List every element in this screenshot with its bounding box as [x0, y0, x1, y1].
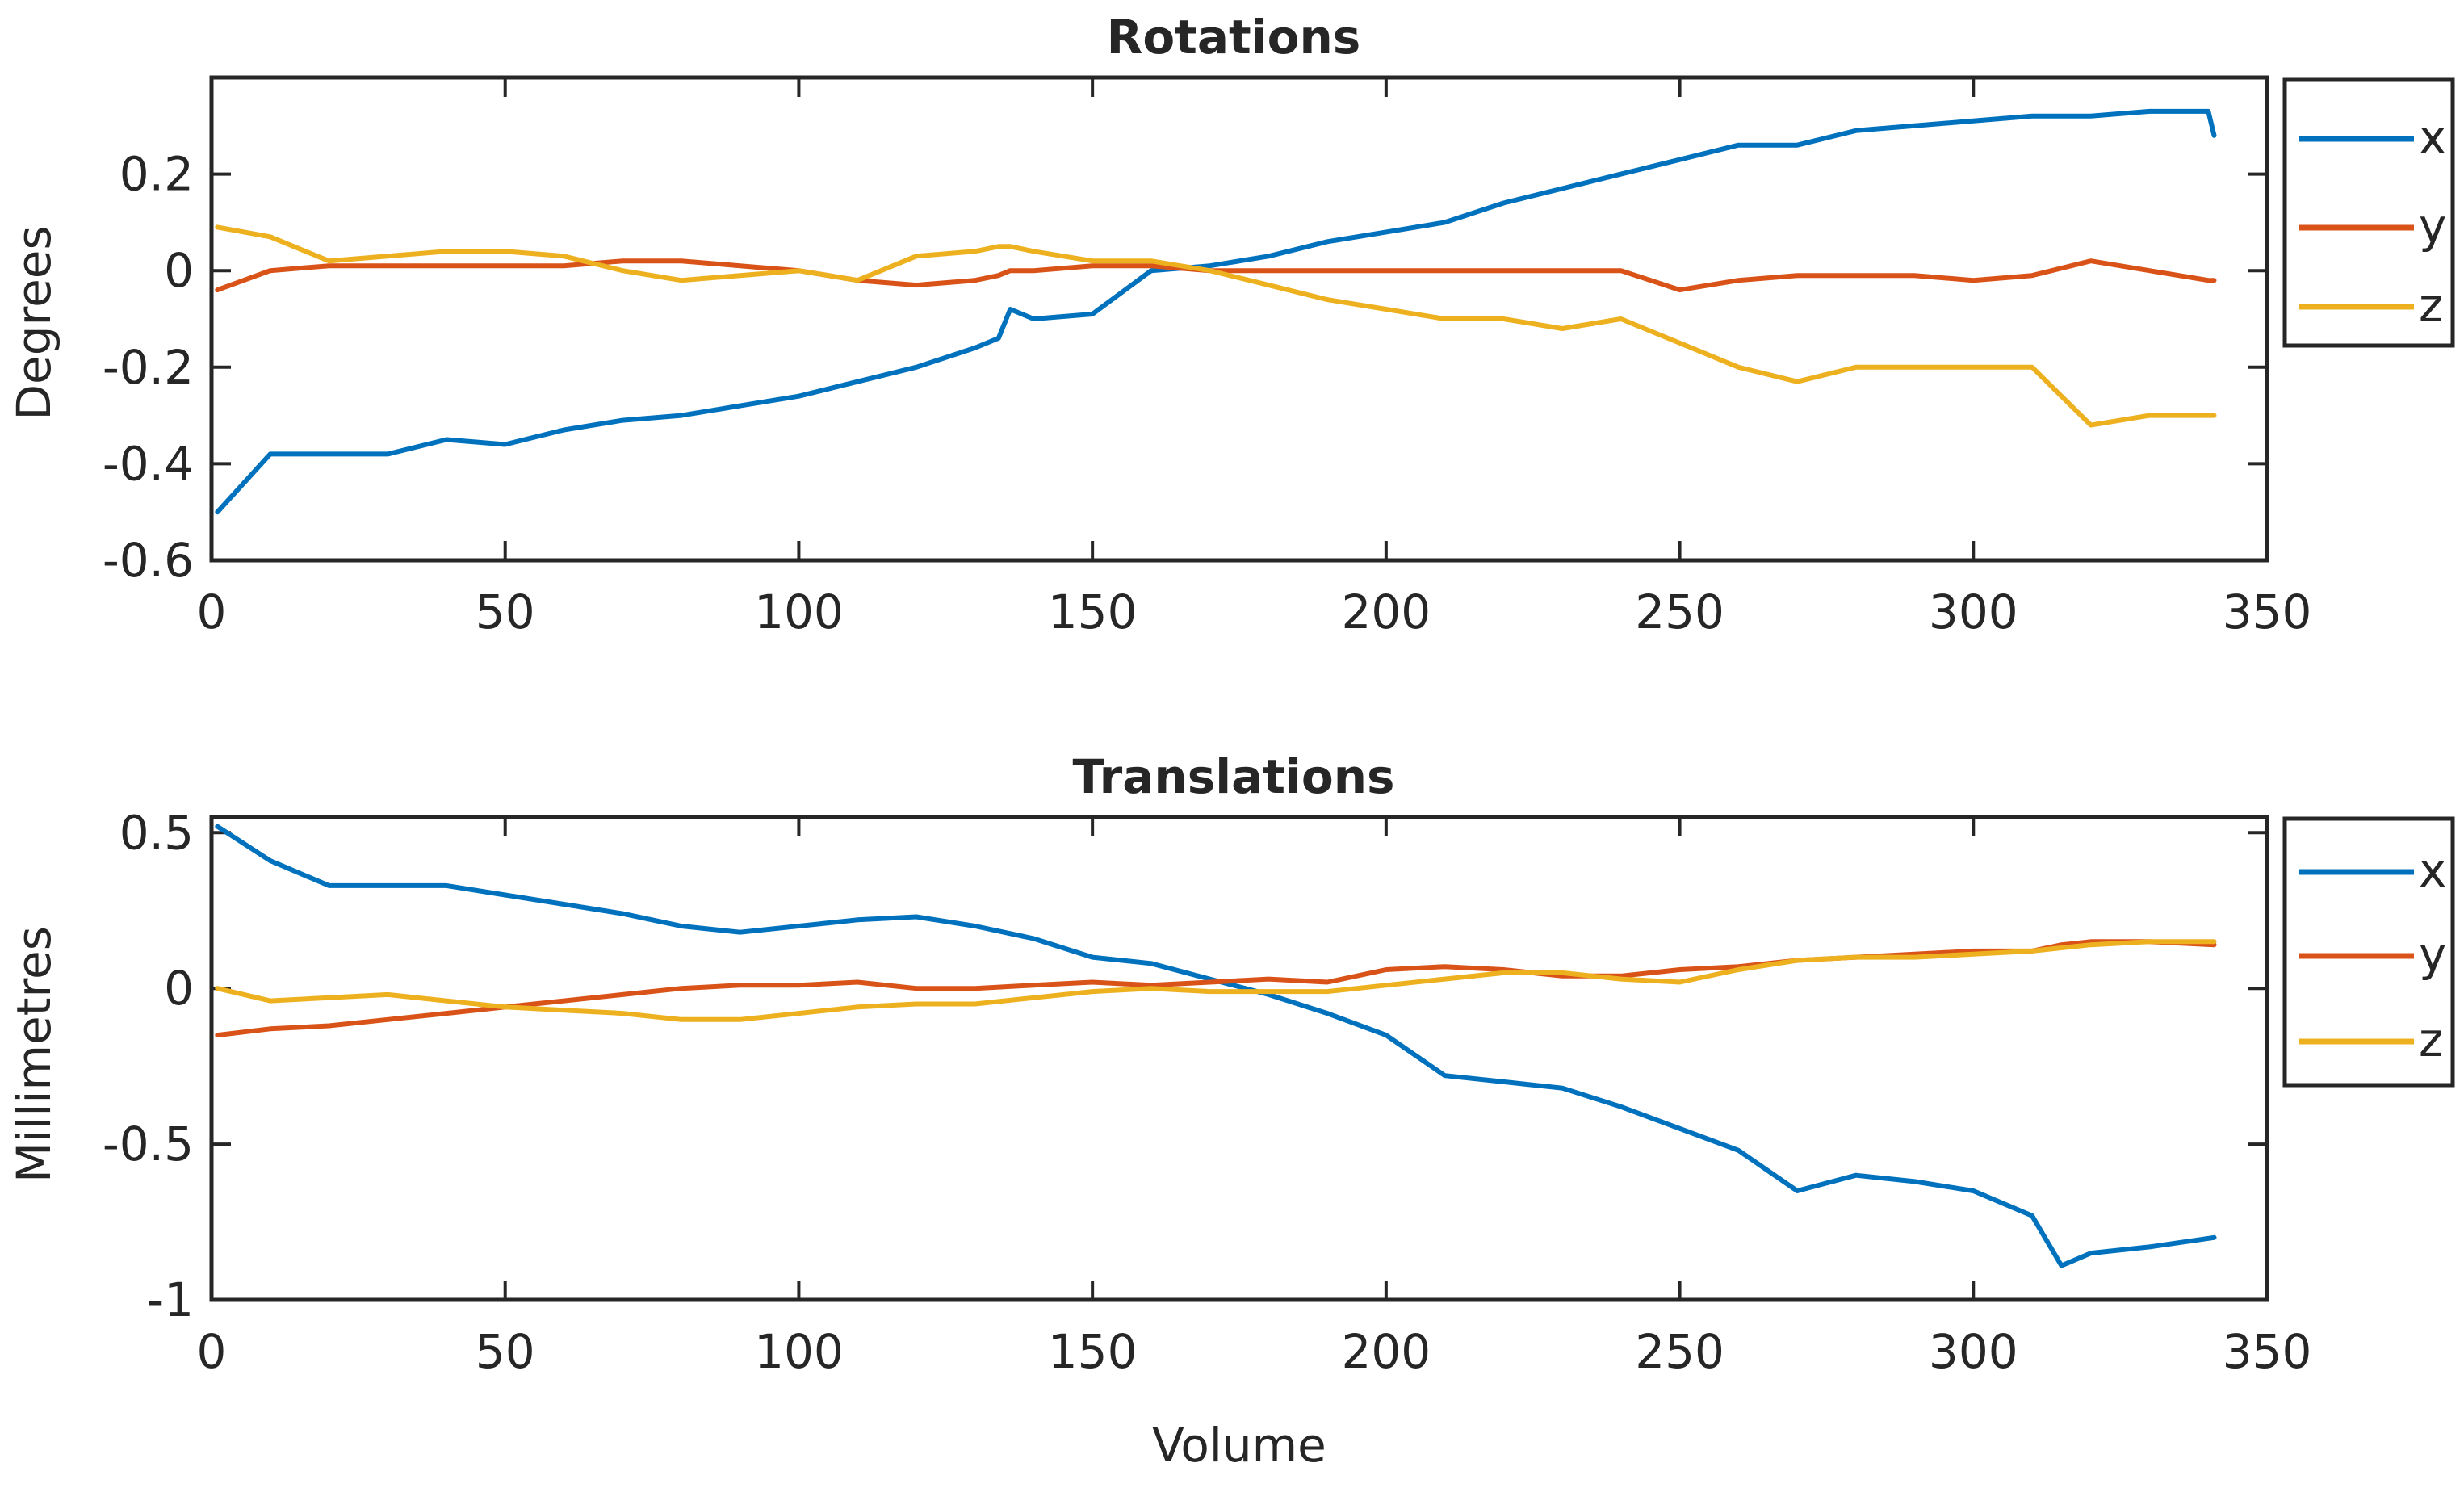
translations-series-z-line: [215, 939, 2217, 1022]
translations-xtick-label: 100: [754, 1324, 844, 1379]
rotations-xtick-label: 350: [2223, 585, 2312, 639]
translations-title: Translations: [1072, 749, 1394, 804]
rotations-legend-box: [2282, 77, 2455, 348]
rotations-ytick-label: -0.2: [103, 340, 194, 395]
translations-xtick-label: 350: [2223, 1324, 2312, 1379]
rotations-ytick-label: 0: [164, 243, 194, 298]
rotations-ytick-label: -0.4: [103, 436, 194, 491]
rotations-series-x-line: [215, 108, 2217, 515]
rotations-legend: x y z: [2282, 77, 2455, 348]
translations-series-lines: [215, 824, 2217, 1268]
rotations-xtick-label: 0: [197, 585, 227, 639]
rotations-series-lines: [215, 108, 2217, 515]
translations-xtick-label: 250: [1635, 1324, 1724, 1379]
translations-xtick-label: 200: [1341, 1324, 1431, 1379]
rotations-legend-label-z: z: [2419, 278, 2443, 333]
rotations-ytick-label: 0.2: [119, 147, 194, 202]
rotations-legend-label-y: y: [2419, 199, 2446, 254]
translations-x-axis-label: Volume: [1152, 1418, 1326, 1473]
translations-y-axis-label: Millimetres: [6, 926, 61, 1183]
translations-series-x-line: [215, 824, 2217, 1268]
rotations-xtick-label: 100: [754, 585, 844, 639]
translations-xtick-label: 150: [1048, 1324, 1138, 1379]
rotations-panel: Rotations Degrees 0 50 100 150 200 250 300 350 -…: [6, 10, 2455, 639]
translations-ytick-label: 0.5: [119, 805, 194, 860]
rotations-xtick-label: 200: [1341, 585, 1431, 639]
rotations-xtick-label: 250: [1635, 585, 1724, 639]
rotations-xtick-label: 50: [476, 585, 535, 639]
translations-ytick-label: -0.5: [103, 1117, 194, 1172]
translations-panel: Translations Millimetres Volume 0 50 100 15…: [6, 749, 2455, 1473]
translations-legend-label-y: y: [2419, 927, 2446, 982]
rotations-xtick-label: 300: [1929, 585, 2018, 639]
translations-xtick-label: 0: [197, 1324, 227, 1379]
translations-legend: x y z: [2282, 816, 2455, 1088]
translations-ytick-label: -1: [147, 1272, 194, 1327]
translations-xtick-label: 300: [1929, 1324, 2018, 1379]
rotations-axes-box: [209, 75, 2269, 563]
rotations-title: Rotations: [1107, 10, 1361, 65]
translations-legend-label-x: x: [2419, 843, 2446, 898]
translations-legend-label-z: z: [2419, 1012, 2443, 1067]
translations-xtick-label: 50: [476, 1324, 535, 1379]
rotations-legend-label-x: x: [2419, 110, 2446, 165]
translations-axes-box: [209, 815, 2269, 1302]
rotations-xtick-label: 150: [1048, 585, 1138, 639]
rotations-series-z-line: [215, 224, 2217, 428]
rotations-ytick-label: -0.6: [103, 533, 194, 588]
translations-ytick-label: 0: [164, 961, 194, 1016]
translations-ticks: 0 50 100 150 200 250 300 350 -1 -0.5 0 0.5: [103, 805, 2312, 1379]
translations-series-y-line: [215, 939, 2217, 1038]
rotations-y-axis-label: Degrees: [6, 225, 61, 420]
rotations-ticks: 0 50 100 150 200 250 300 350 -0.6 -0.4 -0.2 0 0.2: [103, 78, 2312, 639]
